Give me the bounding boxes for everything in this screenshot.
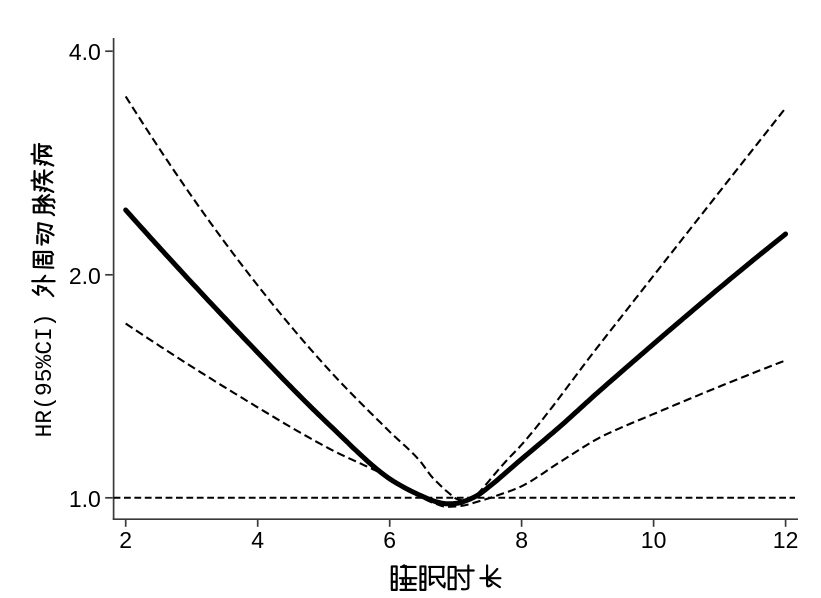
svg-text:4: 4	[251, 527, 264, 553]
svg-text:1.0: 1.0	[69, 486, 101, 512]
svg-text:4.0: 4.0	[69, 39, 101, 65]
svg-text:12: 12	[773, 527, 799, 553]
svg-text:6: 6	[383, 527, 396, 553]
svg-text:2.0: 2.0	[69, 263, 101, 289]
svg-text:8: 8	[515, 527, 528, 553]
svg-text:2: 2	[119, 527, 132, 553]
svg-text:HR(95%CI): HR(95%CI)	[32, 313, 58, 437]
svg-text:10: 10	[641, 527, 667, 553]
